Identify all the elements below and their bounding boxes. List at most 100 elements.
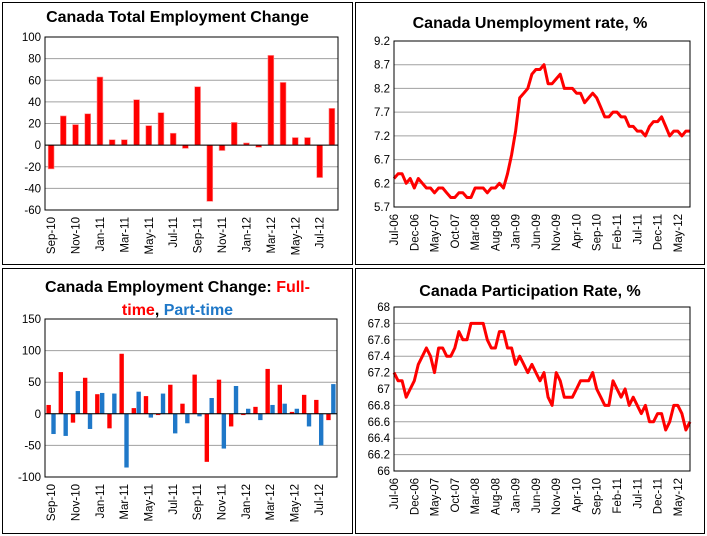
series-line — [392, 63, 690, 199]
y-tick-label: 0 — [35, 140, 41, 152]
chart-title-unemployment-rate: Canada Unemployment rate, % — [412, 15, 648, 32]
y-tick-label: -60 — [24, 205, 41, 217]
bar — [316, 144, 323, 178]
x-tick-label: Jul-06 — [389, 478, 401, 509]
x-tick-label: Sep-10 — [592, 478, 604, 515]
bar-part-time — [148, 413, 154, 418]
bar-part-time — [51, 413, 56, 435]
y-tick-label: 40 — [28, 97, 41, 109]
bar-part-time — [124, 413, 129, 468]
bar — [194, 86, 201, 146]
x-tick-label: Jun-09 — [531, 214, 543, 249]
x-tick-label: Mar-08 — [470, 478, 482, 514]
y-tick-label: 7.7 — [374, 107, 390, 119]
panel-participation-rate — [355, 268, 705, 534]
x-tick-label: May-07 — [430, 478, 442, 516]
bar-full-time — [265, 368, 270, 414]
plot-area-border — [393, 306, 691, 472]
chart-title-participation-rate: Canada Participation Rate, % — [419, 283, 641, 300]
x-tick-label: May-12 — [290, 217, 302, 255]
y-tick-label: 66 — [377, 466, 390, 478]
y-tick-label: 8.2 — [374, 83, 390, 95]
y-tick-label: 66.6 — [368, 417, 390, 429]
y-tick-label: 7.2 — [374, 131, 390, 143]
y-tick-label: 66.2 — [368, 450, 390, 462]
bar — [60, 115, 67, 146]
y-tick-label: 9.2 — [374, 36, 390, 48]
x-tick-label: Sep-10 — [46, 217, 58, 254]
bar-part-time — [160, 393, 166, 414]
y-tick-label: 66.4 — [368, 433, 391, 445]
x-tick-label: May-07 — [430, 214, 442, 252]
bar-part-time — [282, 403, 287, 414]
bar-full-time — [155, 413, 161, 416]
x-tick-label: Jul-11 — [632, 478, 644, 508]
bar — [230, 122, 238, 146]
y-tick-label: 67.4 — [368, 351, 391, 363]
x-tick-label: Jul-11 — [168, 217, 180, 247]
bar — [279, 82, 287, 146]
y-tick-label: 50 — [28, 377, 41, 389]
y-tick-label: 6.7 — [374, 155, 390, 167]
y-tick-label: 8.7 — [374, 60, 390, 72]
plot-area-border — [44, 36, 339, 211]
y-tick-label: 100 — [22, 346, 41, 358]
y-tick-label: 20 — [28, 119, 41, 131]
bar-full-time — [314, 399, 319, 414]
x-tick-label: Jul-11 — [632, 214, 644, 244]
y-tick-label: 67.6 — [368, 335, 390, 347]
bar-part-time — [75, 391, 81, 414]
x-tick-label: Nov-09 — [551, 478, 563, 515]
y-tick-label: 100 — [22, 32, 41, 44]
bar-full-time — [58, 372, 64, 414]
x-tick-label: May-12 — [673, 478, 685, 516]
bar-full-time — [289, 411, 295, 414]
x-tick-label: Apr-10 — [571, 214, 583, 249]
bar — [328, 108, 336, 146]
bar — [157, 112, 165, 146]
bar-full-time — [95, 394, 100, 414]
x-tick-label: Jan-11 — [95, 217, 107, 251]
bar-full-time — [70, 413, 76, 423]
bar — [169, 132, 177, 146]
y-tick-label: 80 — [28, 54, 41, 66]
x-tick-label: Dec-06 — [409, 214, 421, 251]
y-tick-label: -100 — [18, 472, 41, 484]
title-part-parttime: Part-time — [163, 302, 234, 319]
x-tick-label: Sep-10 — [46, 484, 58, 521]
x-tick-label: Dec-11 — [653, 478, 665, 514]
bar-full-time — [107, 413, 112, 429]
x-tick-label: Nov-10 — [71, 217, 83, 254]
x-tick-label: Mar-12 — [265, 484, 277, 520]
bar — [47, 144, 55, 170]
x-tick-label: Jan-11 — [95, 484, 107, 518]
bar-part-time — [112, 393, 117, 414]
bar — [145, 125, 153, 146]
bar — [121, 139, 128, 146]
chart-title-total-employment: Canada Total Employment Change — [46, 9, 309, 26]
x-tick-label: Jul-12 — [315, 217, 327, 248]
x-tick-label: Jun-09 — [531, 478, 543, 513]
x-tick-label: Aug-08 — [490, 214, 502, 251]
bar-part-time — [185, 413, 190, 424]
x-tick-label: Mar-08 — [470, 214, 482, 250]
bar — [206, 144, 214, 202]
plot-area-border — [44, 318, 338, 478]
bar-full-time — [253, 406, 258, 414]
y-tick-label: 67.8 — [368, 318, 390, 330]
bar-full-time — [228, 413, 234, 427]
bar-full-time — [82, 377, 88, 414]
y-tick-label: 5.7 — [374, 202, 390, 214]
bar-part-time — [63, 413, 68, 436]
x-tick-label: Nov-10 — [70, 484, 82, 521]
bar-part-time — [270, 404, 275, 414]
bar — [218, 144, 226, 151]
y-tick-label: 68 — [377, 302, 390, 314]
bar — [108, 139, 116, 146]
chart-title-fulltime-parttime: Canada Employment Change: Full- time, Pa… — [2, 276, 353, 322]
y-tick-label: 67.2 — [368, 368, 390, 380]
x-tick-label: Aug-08 — [490, 478, 502, 515]
x-tick-label: Oct-07 — [450, 478, 462, 513]
bar-full-time — [168, 384, 173, 414]
